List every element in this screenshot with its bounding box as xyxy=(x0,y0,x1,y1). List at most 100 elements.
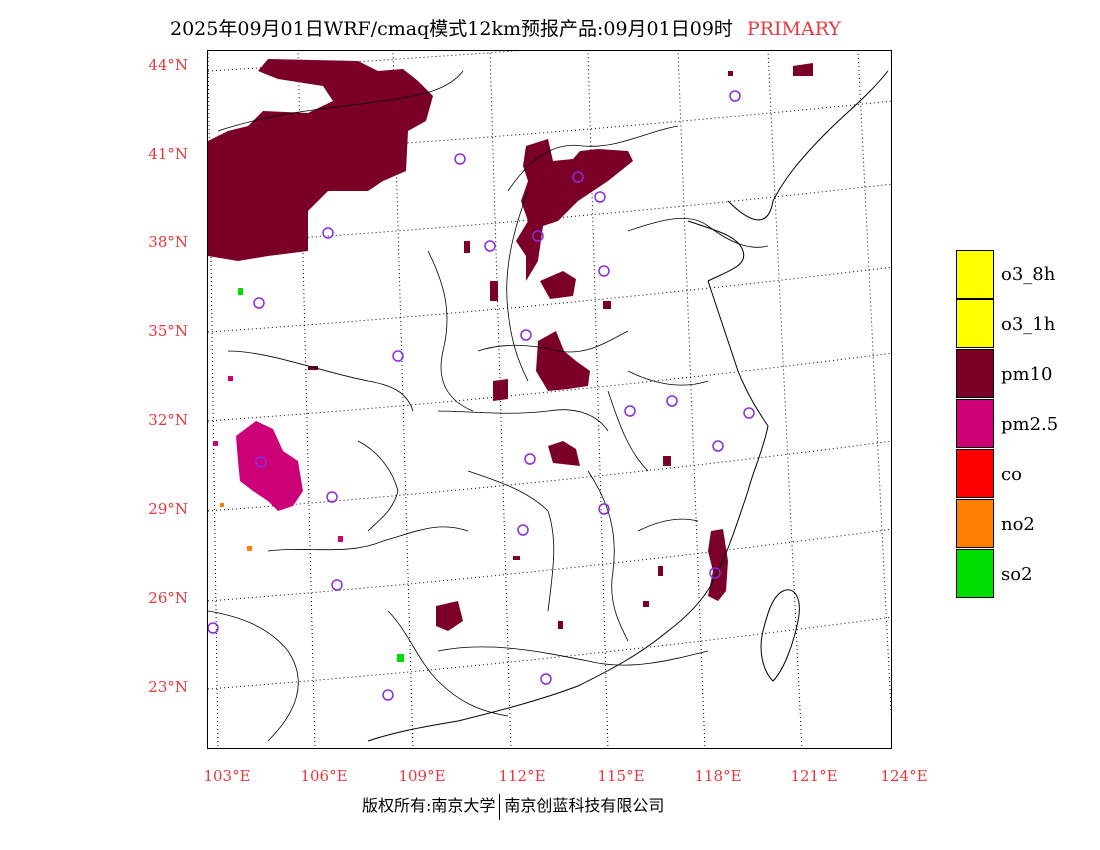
legend-item-co: co xyxy=(956,449,1058,499)
coast-east xyxy=(707,280,769,492)
lat-line-23 xyxy=(208,616,891,690)
legend-label: co xyxy=(1001,463,1022,485)
lon-label-106: 106°E xyxy=(300,767,348,785)
city-marker xyxy=(712,440,724,452)
lon-label-115: 115°E xyxy=(597,767,645,785)
copyright-footer: 版权所有:南京大学 南京创蓝科技有限公司 xyxy=(362,792,664,820)
boundary-north xyxy=(217,70,464,132)
city-marker xyxy=(392,350,404,362)
pm10-beijing-hebei xyxy=(516,139,633,281)
lat-line-26 xyxy=(208,528,891,602)
legend-swatch xyxy=(956,399,994,448)
boundary-anhui xyxy=(607,390,649,472)
lat-label-23: 23°N xyxy=(148,678,188,696)
no2-pixel xyxy=(220,503,224,507)
city-marker xyxy=(253,297,265,309)
lon-line-115 xyxy=(587,51,609,748)
legend-swatch xyxy=(956,349,994,398)
so2-pixel xyxy=(238,288,243,295)
city-marker xyxy=(520,329,532,341)
taiwan xyxy=(760,589,800,682)
legend-label: o3_1h xyxy=(1001,313,1056,335)
scattered-pixels xyxy=(213,71,733,662)
pm10-shaanxi xyxy=(493,379,508,401)
lon-line-118 xyxy=(677,51,706,748)
legend-swatch xyxy=(956,299,994,348)
lon-line-103 xyxy=(208,51,219,748)
lon-line-109 xyxy=(392,51,414,748)
lon-label-109: 109°E xyxy=(398,767,446,785)
coast-guangxi xyxy=(367,720,459,742)
boundary-sichuan xyxy=(227,350,414,412)
pm10-pixel xyxy=(603,301,611,309)
boundary-guizhou xyxy=(267,526,469,552)
coast-southeast xyxy=(457,490,749,722)
pm10-northeast xyxy=(793,63,813,76)
pm10-hubei xyxy=(548,441,580,466)
legend: o3_8h o3_1h pm10 pm2.5 co no2 so2 xyxy=(956,249,1058,599)
boundary-guangxi xyxy=(387,610,509,717)
pm10-pixel xyxy=(663,456,671,466)
boundary-henan xyxy=(477,330,629,353)
pm10-region xyxy=(208,59,813,631)
legend-label: pm2.5 xyxy=(1001,413,1059,435)
city-marker xyxy=(594,191,606,203)
lon-label-103: 103°E xyxy=(203,767,251,785)
lon-line-124 xyxy=(857,51,891,721)
city-marker xyxy=(255,456,267,468)
pm10-pixel xyxy=(308,366,318,370)
legend-item-so2: so2 xyxy=(956,549,1058,599)
pm25-pixel xyxy=(338,536,343,542)
title-text: 2025年09月01日WRF/cmaq模式12km预报产品:09月01日09时 xyxy=(170,18,733,40)
boundary-yunnan xyxy=(208,610,299,742)
footer-separator xyxy=(499,793,501,820)
city-marker xyxy=(454,153,466,165)
city-marker xyxy=(517,524,529,536)
city-marker xyxy=(326,491,338,503)
boundary-hebei xyxy=(507,125,679,192)
legend-swatch xyxy=(956,449,994,498)
boundary-hunan xyxy=(467,470,555,612)
lat-label-29: 29°N xyxy=(148,500,188,518)
map-title: 2025年09月01日WRF/cmaq模式12km预报产品:09月01日09时 P… xyxy=(170,14,841,41)
legend-label: so2 xyxy=(1001,563,1033,585)
city-marker xyxy=(540,673,552,685)
pm25-pixel xyxy=(213,441,218,446)
pm10-henan xyxy=(536,331,590,391)
legend-label: o3_8h xyxy=(1001,263,1056,285)
city-marker xyxy=(729,90,741,102)
lon-line-121 xyxy=(767,51,803,748)
pm10-guangxi xyxy=(436,601,463,631)
pm25-region xyxy=(236,421,303,511)
city-marker xyxy=(322,227,334,239)
legend-label: no2 xyxy=(1001,513,1035,535)
pm10-pixel xyxy=(728,71,733,76)
boundary-shanxi xyxy=(506,190,529,382)
city-marker xyxy=(598,265,610,277)
city-marker xyxy=(382,689,394,701)
lat-label-38: 38°N xyxy=(148,233,188,251)
no2-pixel xyxy=(247,546,252,551)
legend-item-o3-8h: o3_8h xyxy=(956,249,1058,299)
lon-label-112: 112°E xyxy=(498,767,546,785)
pm10-pixel xyxy=(558,621,563,629)
city-marker xyxy=(709,567,721,579)
pm10-shanxi xyxy=(540,271,576,299)
legend-item-o3-1h: o3_1h xyxy=(956,299,1058,349)
boundary-shaanxi xyxy=(427,250,474,412)
pm25-sichuan-area xyxy=(236,421,303,511)
city-marker xyxy=(598,503,610,515)
legend-label: pm10 xyxy=(1001,363,1053,385)
coastline xyxy=(367,70,889,742)
city-marker xyxy=(532,230,544,242)
lat-label-41: 41°N xyxy=(148,145,188,163)
lat-label-32: 32°N xyxy=(148,411,188,429)
lon-line-106 xyxy=(297,51,316,748)
lat-line-35 xyxy=(208,266,891,333)
pm25-pixel xyxy=(228,376,233,381)
map-frame xyxy=(207,50,892,749)
city-markers xyxy=(208,90,755,701)
boundary-chongqing xyxy=(357,440,399,532)
city-marker xyxy=(524,453,536,465)
boundary-guangdong xyxy=(437,646,709,666)
